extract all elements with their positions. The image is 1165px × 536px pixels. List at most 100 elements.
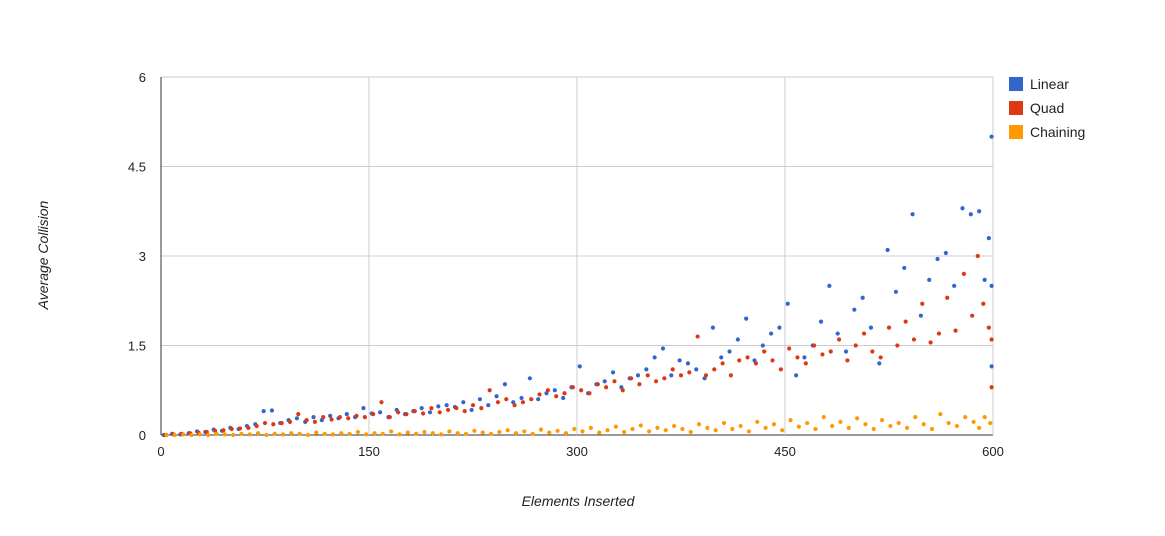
data-point (497, 429, 502, 435)
data-point (461, 400, 466, 405)
data-point (670, 367, 675, 372)
data-point (612, 379, 617, 384)
data-point (280, 432, 286, 437)
data-point (705, 425, 710, 430)
data-point (279, 420, 284, 426)
data-point (536, 397, 541, 402)
data-point (988, 420, 993, 426)
data-point (397, 432, 402, 437)
data-point (688, 429, 693, 435)
data-point (738, 423, 743, 429)
data-point (877, 361, 882, 366)
data-point (762, 349, 767, 354)
data-point (355, 429, 361, 435)
data-point (372, 431, 377, 436)
data-point (986, 236, 991, 241)
data-point (444, 403, 449, 408)
data-point (380, 431, 385, 436)
data-point (222, 432, 227, 437)
data-point (337, 415, 342, 420)
data-point (519, 395, 524, 401)
data-point (462, 409, 467, 414)
data-point (812, 343, 817, 348)
data-point (713, 428, 718, 433)
data-point (588, 425, 593, 430)
data-point (314, 430, 319, 435)
data-point (871, 426, 876, 432)
data-point (836, 337, 842, 342)
data-point (445, 407, 451, 413)
data-point (788, 417, 793, 423)
data-point (321, 415, 326, 420)
data-point (770, 358, 775, 363)
data-point (637, 382, 642, 387)
data-point (719, 355, 724, 360)
data-point (429, 406, 434, 411)
data-point (505, 428, 510, 433)
data-point (430, 431, 435, 436)
data-point (297, 431, 302, 436)
data-point (820, 352, 825, 357)
data-point (821, 415, 826, 420)
data-point (635, 373, 641, 378)
data-point (172, 432, 177, 438)
data-point (389, 429, 394, 434)
data-point (760, 343, 765, 348)
x-tick-label: 150 (358, 444, 380, 459)
data-point (504, 397, 509, 402)
data-point (971, 419, 976, 424)
data-point (960, 206, 965, 211)
data-point (835, 331, 840, 336)
data-point (961, 271, 966, 276)
data-point (477, 397, 483, 402)
data-point (405, 430, 410, 435)
data-point (845, 358, 850, 363)
data-point (530, 431, 535, 436)
data-point (911, 337, 917, 342)
data-point (330, 432, 336, 437)
data-point (344, 412, 349, 417)
data-point (989, 134, 994, 139)
legend-label: Chaining (1030, 124, 1085, 140)
data-point (206, 432, 211, 438)
series-linear (161, 134, 994, 438)
data-point (520, 400, 526, 405)
data-point (304, 417, 309, 423)
data-point (827, 283, 832, 288)
data-point (605, 428, 610, 433)
data-point (437, 410, 442, 415)
data-point (487, 388, 492, 393)
data-point (261, 409, 266, 414)
data-point (645, 373, 650, 378)
data-point (777, 325, 782, 330)
data-point (422, 429, 427, 435)
data-point (712, 367, 717, 372)
data-point (920, 301, 925, 306)
legend-swatch (1009, 77, 1023, 91)
series-chaining (164, 412, 993, 438)
data-point (946, 420, 951, 426)
data-point (595, 382, 600, 387)
data-point (189, 432, 194, 438)
data-point (813, 426, 818, 432)
legend-label: Quad (1030, 100, 1064, 116)
data-point (838, 419, 843, 424)
data-point (687, 370, 692, 375)
x-tick-label: 0 (157, 444, 164, 459)
data-point (272, 431, 277, 436)
data-point (570, 385, 575, 390)
data-point (685, 361, 691, 366)
data-point (361, 406, 366, 411)
data-point (935, 256, 940, 262)
data-point (254, 423, 259, 429)
legend-swatch (1009, 125, 1023, 139)
data-point (855, 416, 860, 421)
data-point (247, 432, 252, 437)
data-point (472, 428, 477, 433)
data-point (778, 367, 783, 372)
data-point (628, 376, 634, 381)
data-point (328, 413, 333, 419)
data-point (989, 364, 994, 369)
data-point (735, 337, 740, 342)
